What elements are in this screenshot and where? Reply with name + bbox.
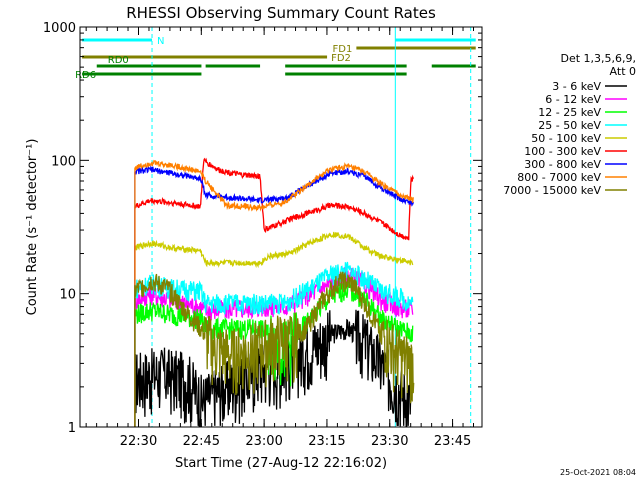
x-tick-label: 23:15: [308, 434, 345, 449]
x-axis-label: Start Time (27-Aug-12 22:16:02): [175, 456, 387, 471]
x-tick-label: 22:30: [120, 434, 157, 449]
legend-label: 300 - 800 keV: [524, 158, 601, 171]
y-tick-label: 1000: [43, 21, 76, 36]
x-tick-label: 23:00: [245, 434, 282, 449]
legend-label: 100 - 300 keV: [524, 145, 601, 158]
legend-label: 3 - 6 keV: [552, 80, 601, 93]
legend-label: 12 - 25 keV: [538, 106, 601, 119]
series-line: [134, 231, 414, 427]
legend-header: Det 1,3,5,6,9,: [560, 52, 636, 65]
flag-label: FD1: [333, 44, 353, 55]
series-line: [134, 165, 415, 427]
y-tick-label: 1: [68, 421, 76, 436]
series-line: [134, 271, 415, 427]
series-line: [134, 261, 414, 427]
legend-label: 50 - 100 keV: [531, 132, 601, 145]
legend-label: 7000 - 15000 keV: [503, 184, 601, 197]
chart-title: RHESSI Observing Summary Count Rates: [126, 4, 436, 22]
series-line: [134, 157, 414, 427]
y-tick-label: 100: [51, 154, 76, 169]
x-tick-label: 22:45: [183, 434, 220, 449]
flag-label: FD2: [331, 53, 351, 64]
plot-frame: [79, 26, 483, 428]
y-axis-label: Count Rate (s⁻¹ detector⁻¹): [25, 139, 40, 316]
axes: 1 10 100 1000 22:30 22:45 23:00 23:15 23:30 23:45: [43, 21, 482, 449]
legend-label: 800 - 7000 keV: [517, 171, 601, 184]
series-line: [134, 266, 414, 427]
y-tick-label: 10: [59, 288, 76, 303]
flag-label: RD0: [108, 55, 129, 66]
legend-label: 25 - 50 keV: [538, 119, 601, 132]
timestamp: 25-Oct-2021 08:04: [560, 468, 636, 477]
x-tick-label: 23:30: [371, 434, 408, 449]
flag-label: RD6: [75, 70, 96, 81]
flag-label: N: [157, 36, 164, 47]
legend-header: Att 0: [610, 65, 636, 78]
series-lines: [134, 157, 415, 427]
legend-label: 6 - 12 keV: [545, 93, 601, 106]
x-tick-label: 23:45: [434, 434, 471, 449]
series-line: [134, 159, 414, 427]
